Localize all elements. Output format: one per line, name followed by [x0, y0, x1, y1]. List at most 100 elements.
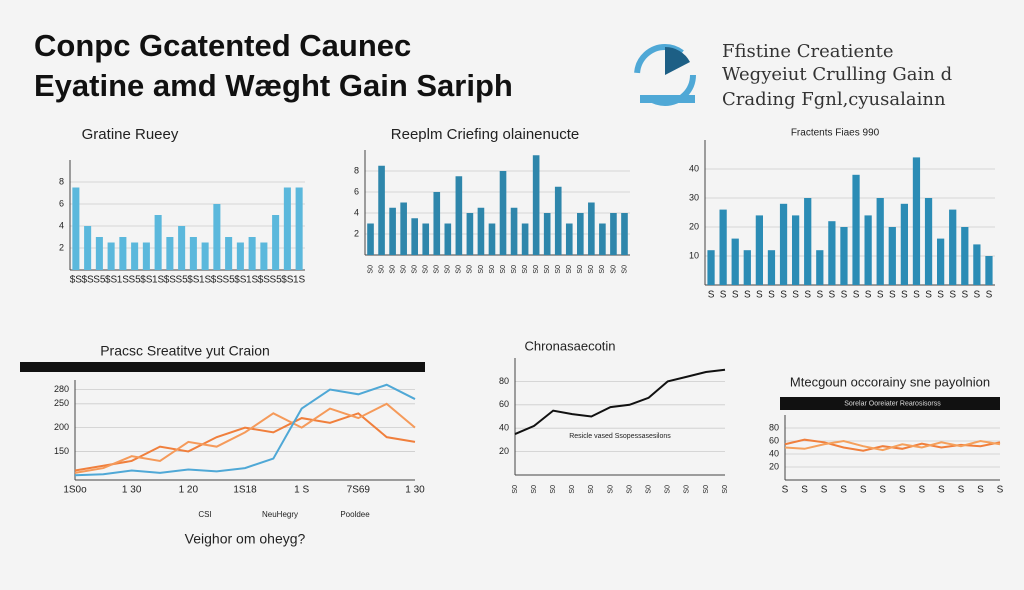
x-tick-label: S [865, 290, 872, 301]
x-tick-label: $S [281, 275, 294, 286]
y-tick-label: 4 [354, 207, 359, 217]
y-tick-label: 280 [54, 384, 69, 394]
bar [828, 221, 836, 285]
x-tick-label: 1S [152, 275, 165, 286]
bar [411, 218, 418, 255]
x-tick-label: S [899, 485, 906, 496]
bar [178, 226, 186, 270]
x-tick-label: S [860, 485, 867, 496]
header-bar [20, 362, 425, 372]
bar [961, 227, 969, 285]
bar [610, 213, 617, 255]
bar [499, 171, 507, 255]
x-tick-label: 1S [199, 275, 212, 286]
x-tick-label: 1 30 [405, 485, 425, 496]
x-tick-label: S [792, 290, 799, 301]
y-tick-label: 6 [354, 186, 359, 196]
x-tick-label: S0 [378, 265, 385, 274]
bar [422, 223, 430, 255]
x-tick-label: S0 [400, 265, 407, 274]
bar [888, 227, 896, 285]
x-tick-label: S [732, 290, 739, 301]
bar [131, 242, 139, 270]
bar [260, 242, 268, 270]
bar [937, 238, 945, 285]
x-tick-label: S [918, 485, 925, 496]
x-tick-label: S5 [93, 275, 106, 286]
x-axis-label: Veighor om oheyg? [185, 531, 306, 547]
chart-title: Fractents Fiaes 990 [791, 128, 880, 139]
x-tick-label: S0 [684, 485, 691, 494]
bar [72, 187, 80, 270]
side-text: Crading Fgnl,cyusalainn [722, 89, 946, 110]
x-tick-label: S [801, 485, 808, 496]
x-tick-label: $S [258, 275, 271, 286]
x-tick-label: S [877, 290, 884, 301]
bar [577, 213, 584, 255]
side-text: Ffistine Creatiente [722, 41, 894, 62]
x-tick-label: S [901, 290, 908, 301]
bar [201, 242, 209, 270]
bar [488, 223, 496, 255]
x-tick-label: S0 [665, 485, 672, 494]
bar [378, 165, 385, 255]
bar [433, 192, 441, 255]
x-tick-label: S [958, 485, 965, 496]
y-tick-label: 30 [689, 192, 699, 202]
x-tick-label: $S [164, 275, 177, 286]
x-tick-label: S [986, 290, 993, 301]
x-tick-label: $S [105, 275, 118, 286]
x-tick-label: S [756, 290, 763, 301]
bar [236, 242, 244, 270]
x-tick-label: $S [140, 275, 153, 286]
bar [599, 223, 606, 255]
x-tick-label: S [804, 290, 811, 301]
x-tick-label: $S [187, 275, 200, 286]
x-tick-label: S [768, 290, 775, 301]
x-tick-label: S5 [223, 275, 236, 286]
x-tick-label: S [780, 290, 787, 301]
bar [107, 242, 115, 270]
bar [84, 226, 92, 270]
bar [719, 209, 727, 285]
bar [743, 250, 751, 285]
x-tick-label: $S [82, 275, 95, 286]
bar [588, 202, 595, 255]
bar [444, 223, 452, 255]
x-tick-label: S [974, 290, 981, 301]
bar [466, 213, 474, 255]
icon [634, 44, 696, 106]
y-tick-label: 20 [689, 221, 699, 231]
x-tick-label: S0 [423, 265, 430, 274]
annotation: CSI [198, 510, 211, 519]
line [784, 439, 1001, 452]
x-tick-label: S [821, 485, 828, 496]
x-tick-label: S0 [566, 265, 573, 274]
x-tick-label: S [720, 290, 727, 301]
x-tick-label: S [853, 290, 860, 301]
x-tick-label: S5 [270, 275, 283, 286]
bar [389, 207, 396, 255]
y-tick-label: 150 [54, 446, 69, 456]
bar [876, 198, 884, 285]
x-tick-label: S0 [531, 485, 538, 494]
x-tick-label: S [829, 290, 836, 301]
bar [510, 207, 518, 255]
bar [731, 238, 739, 285]
bar [455, 176, 463, 255]
chart-title: Pracsc Sreatitve yut Craion [100, 343, 270, 359]
bar [985, 256, 993, 285]
bar [166, 237, 174, 270]
x-tick-label: S0 [412, 265, 419, 274]
x-tick-label: S [938, 485, 945, 496]
y-tick-label: 4 [59, 220, 64, 230]
x-tick-label: S0 [512, 485, 519, 494]
bar [792, 215, 800, 285]
annotation: NeuHegry [262, 510, 298, 519]
chart-title: Reeplm Criefing olainenucte [391, 126, 579, 143]
y-tick-label: 200 [54, 422, 69, 432]
y-tick-label: 40 [499, 423, 509, 433]
x-tick-label: S0 [445, 265, 452, 274]
bar [154, 215, 162, 270]
